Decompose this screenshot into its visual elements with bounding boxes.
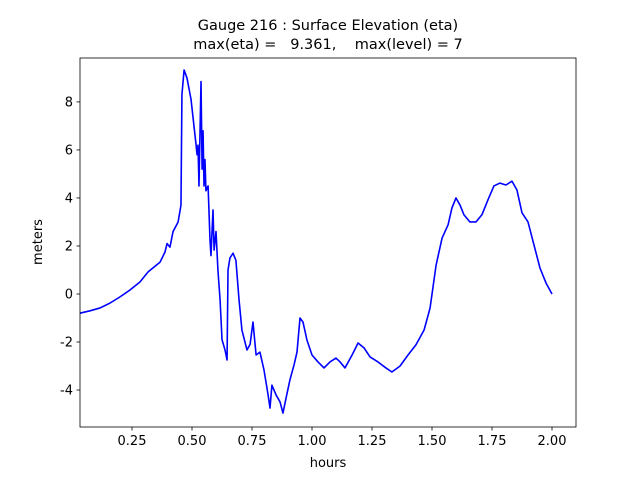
chart-title: Gauge 216 : Surface Elevation (eta) bbox=[198, 18, 458, 34]
data-line bbox=[79, 69, 553, 414]
y-tick-label: 8 bbox=[65, 95, 73, 110]
y-tick-label: 6 bbox=[65, 143, 73, 158]
plot-frame bbox=[79, 57, 577, 428]
x-tick-label: 1.00 bbox=[298, 434, 327, 449]
x-tick-label: 0.50 bbox=[178, 434, 207, 449]
x-tick-label: 0.75 bbox=[238, 434, 267, 449]
chart-subtitle: max(eta) = 9.361, max(level) = 7 bbox=[193, 37, 463, 53]
y-tick-label: -4 bbox=[60, 384, 73, 399]
y-tick-label: 4 bbox=[65, 191, 73, 206]
x-tick-label: 2.00 bbox=[538, 434, 567, 449]
x-axis-label: hours bbox=[310, 456, 347, 471]
x-tick-label: 1.25 bbox=[358, 434, 387, 449]
y-tick-label: 0 bbox=[65, 287, 73, 302]
x-tick-label: 0.25 bbox=[118, 434, 147, 449]
x-tick-label: 1.75 bbox=[478, 434, 507, 449]
y-tick-label: -2 bbox=[60, 336, 73, 351]
y-tick-label: 2 bbox=[65, 239, 73, 254]
y-axis-label: meters bbox=[31, 219, 46, 265]
x-tick-label: 1.50 bbox=[418, 434, 447, 449]
